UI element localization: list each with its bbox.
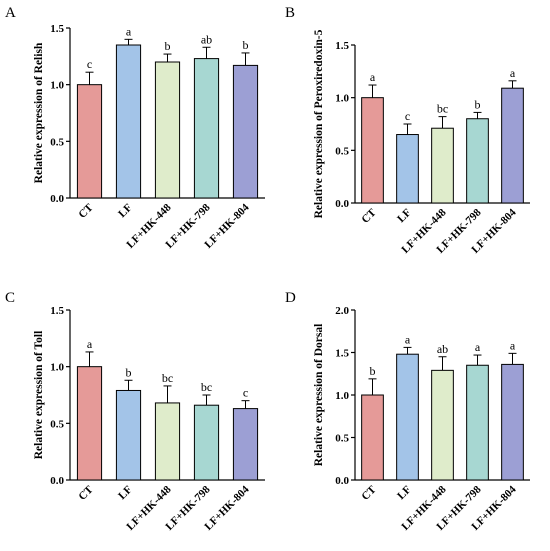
y-tick-label: 1.5 — [335, 40, 349, 52]
y-tick-label: 0.5 — [335, 433, 349, 445]
x-tick-label: LF — [116, 201, 135, 220]
x-tick-label: LF — [395, 483, 414, 502]
bar-ct — [361, 97, 384, 204]
panel-letter: D — [285, 290, 296, 306]
bar-lf-hk-804 — [501, 363, 524, 481]
significance-label: c — [87, 57, 92, 71]
x-tick-label: CT — [76, 201, 96, 221]
bar-lf-hk-804 — [232, 64, 259, 199]
bar-ct — [76, 84, 103, 199]
significance-label: a — [87, 337, 93, 351]
bar-lf — [115, 389, 142, 481]
y-tick-label: 0.5 — [335, 145, 349, 157]
significance-label: b — [475, 97, 481, 111]
significance-label: c — [405, 109, 410, 123]
x-tick-label: CT — [359, 206, 379, 226]
y-tick-label: 1.5 — [50, 305, 64, 317]
bar-ct — [361, 394, 384, 481]
significance-label: bc — [201, 380, 212, 394]
y-axis-label: Relative expression of Dorsal — [313, 324, 325, 467]
y-tick-label: 0.0 — [50, 475, 64, 487]
panel-letter: A — [5, 5, 16, 21]
x-tick-label: LF — [395, 206, 414, 225]
significance-label: b — [243, 38, 249, 52]
y-tick-label: 0.0 — [50, 193, 64, 205]
y-tick-label: 0.5 — [50, 136, 64, 148]
y-tick-label: 0.5 — [50, 418, 64, 430]
bar-lf-hk-804 — [232, 408, 259, 481]
y-tick-label: 0.0 — [335, 198, 349, 210]
y-tick-label: 1.0 — [50, 80, 64, 92]
y-tick-label: 1.0 — [50, 362, 64, 374]
y-tick-label: 1.5 — [50, 23, 64, 35]
significance-label: a — [510, 338, 516, 352]
bar-lf-hk-448 — [431, 127, 454, 204]
significance-label: a — [475, 340, 481, 354]
bar-lf — [115, 44, 142, 199]
x-tick-label: CT — [76, 483, 96, 503]
significance-label: b — [165, 39, 171, 53]
significance-label: a — [370, 70, 376, 84]
bar-lf-hk-798 — [193, 404, 220, 481]
x-tick-label: CT — [359, 483, 379, 503]
significance-label: b — [126, 365, 132, 379]
bar-lf-hk-448 — [431, 369, 454, 481]
significance-label: a — [126, 24, 132, 38]
bar-lf-hk-804 — [501, 87, 524, 204]
significance-label: a — [405, 332, 411, 346]
bar-lf-hk-798 — [466, 118, 489, 204]
panel-c: C Relative expression of Toll 0.0 0.5 1.0 1.5… — [5, 290, 265, 533]
bar-lf — [396, 134, 419, 204]
significance-label: bc — [437, 102, 448, 116]
bar-lf-hk-798 — [193, 58, 220, 199]
significance-label: c — [243, 386, 248, 400]
y-tick-label: 2.0 — [335, 305, 349, 317]
y-axis-label: Relative expression of Peroxiredoxin-5 — [313, 29, 325, 218]
bar-lf-hk-448 — [154, 402, 181, 481]
panel-a: A Relative expression of Relish 0.0 0.5 1.0 1… — [5, 5, 265, 251]
y-tick-label: 1.0 — [335, 93, 349, 105]
y-axis-label: Relative expression of Relish — [33, 42, 45, 183]
significance-label: b — [370, 364, 376, 378]
bar-ct — [76, 366, 103, 481]
bar-lf — [396, 353, 419, 481]
panel-letter: C — [5, 290, 15, 306]
bar-lf-hk-448 — [154, 61, 181, 199]
significance-label: ab — [437, 342, 448, 356]
y-tick-label: 1.5 — [335, 348, 349, 360]
y-axis-label: Relative expression of Toll — [33, 331, 45, 460]
y-tick-label: 1.0 — [335, 390, 349, 402]
significance-label: a — [510, 66, 516, 80]
panel-letter: B — [285, 5, 295, 21]
panel-b: B Relative expression of Peroxiredoxin-5 0… — [285, 5, 530, 256]
significance-label: ab — [201, 32, 212, 46]
significance-label: bc — [162, 371, 173, 385]
y-tick-label: 0.0 — [335, 475, 349, 487]
panel-d: D Relative expression of Dorsal 0.0 0.5 1.0 1… — [285, 290, 530, 533]
bar-lf-hk-798 — [466, 364, 489, 481]
x-tick-label: LF — [116, 483, 135, 502]
